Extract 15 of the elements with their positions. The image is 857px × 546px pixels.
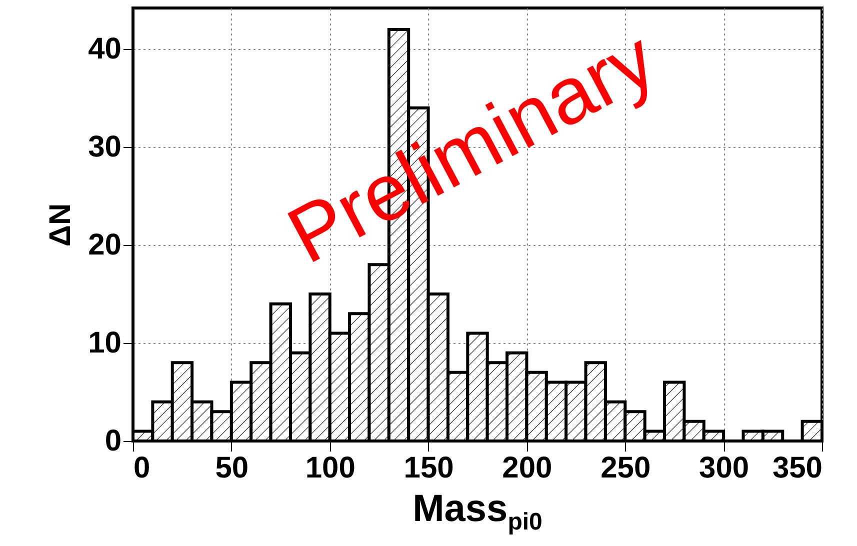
y-tick-label: 30 — [88, 130, 122, 164]
x-tick-label: 100 — [305, 452, 356, 484]
y-tick-label: 20 — [88, 228, 122, 262]
x-tick-label: 150 — [404, 452, 454, 484]
x-tick-label: 50 — [215, 452, 249, 484]
x-axis-title: Mass$_{pi0}$ — [412, 488, 544, 537]
y-tick-label: 0 — [104, 424, 122, 458]
y-tick-label: 10 — [88, 326, 122, 360]
x-tick-label: 300 — [699, 452, 750, 484]
y-tick-label: 40 — [88, 32, 122, 66]
x-tick-label: 350 — [772, 452, 822, 484]
x-tick-label: 200 — [502, 452, 552, 484]
x-tick-label: 250 — [600, 452, 651, 484]
x-tick-label: 0 — [134, 452, 150, 484]
y-axis-title: ΔN — [44, 203, 78, 247]
